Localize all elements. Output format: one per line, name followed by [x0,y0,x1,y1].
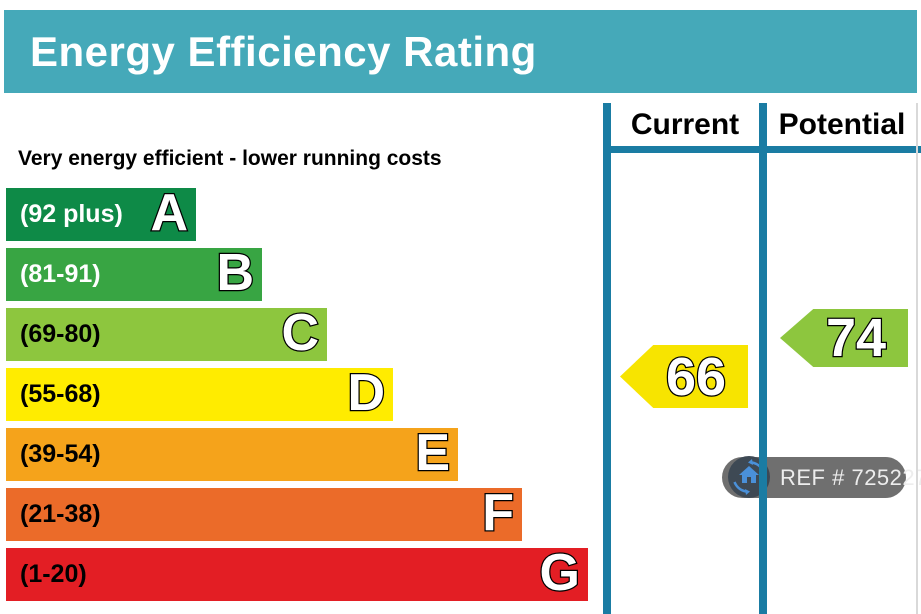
column-header-potential: Potential [778,108,906,141]
current-rating-arrow: 66 [620,345,748,408]
band-c: (69-80) C [6,304,327,362]
page-title: Energy Efficiency Rating [30,27,537,75]
band-f: (21-38) F [6,484,522,542]
band-d-letter: D [346,364,386,422]
band-e-letter: E [414,424,451,482]
table-header-underline [603,146,921,153]
band-b-letter: B [215,244,255,302]
header-bar: Energy Efficiency Rating [4,10,917,93]
band-a-range: (92 plus) [20,200,123,228]
current-rating-value: 66 [665,345,728,408]
band-c-range: (69-80) [20,320,101,348]
potential-rating-value: 74 [825,308,888,368]
band-g: (1-20) G [6,544,588,602]
table-left-divider [603,103,611,614]
band-a: (92 plus) A [6,184,196,242]
band-b: (81-91) B [6,244,262,302]
band-e: (39-54) E [6,424,458,482]
band-g-range: (1-20) [20,560,87,588]
band-e-range: (39-54) [20,440,101,468]
band-d: (55-68) D [6,364,393,422]
band-a-letter: A [149,184,189,242]
table-right-border [916,103,918,614]
band-c-letter: C [280,304,320,362]
band-f-letter: F [481,484,515,542]
table-middle-divider [759,103,767,614]
very-efficient-note: Very energy efficient - lower running co… [18,147,442,170]
column-header-current: Current [630,108,740,141]
potential-rating-arrow: 74 [780,309,908,367]
band-d-range: (55-68) [20,380,101,408]
band-g-letter: G [538,544,581,602]
ref-badge-label: REF # 725227 [780,464,921,490]
band-b-range: (81-91) [20,260,101,288]
band-f-range: (21-38) [20,500,101,528]
